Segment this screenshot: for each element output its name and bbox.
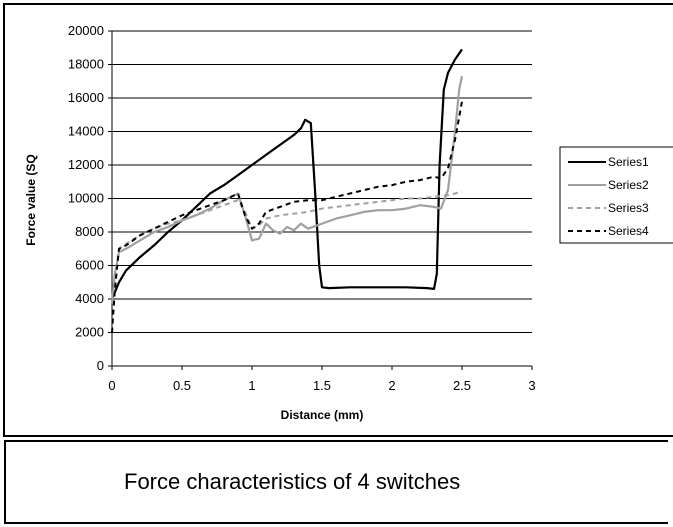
- x-tick-label: 2: [388, 378, 395, 393]
- y-tick-label: 8000: [75, 224, 104, 239]
- x-tick-label: 3: [528, 378, 535, 393]
- series-line-3: [111, 190, 463, 305]
- caption-box: Force characteristics of 4 switches: [4, 440, 668, 524]
- x-tick-label: 1.5: [313, 378, 331, 393]
- y-tick-label: 0: [97, 358, 104, 373]
- y-tick-label: 4000: [75, 291, 104, 306]
- x-tick-labels: 0 0.5 1 1.5 2 2.5 3: [108, 366, 536, 393]
- y-tick-label: 20000: [68, 23, 104, 38]
- y-tick-label: 12000: [68, 157, 104, 172]
- legend-label-1: Series1: [608, 155, 649, 169]
- legend-label-2: Series2: [608, 178, 649, 192]
- grid-lines: [112, 30, 532, 333]
- line-chart: 0 2000 4000 6000 8000 10000 12000 14000 16000 180…: [3, 3, 673, 437]
- x-tick-label: 0: [108, 378, 115, 393]
- series-lines: [110, 48, 464, 333]
- legend-label-3: Series3: [608, 201, 649, 215]
- y-tick-label: 18000: [68, 57, 104, 72]
- legend-label-4: Series4: [608, 224, 649, 238]
- y-tick-label: 16000: [68, 90, 104, 105]
- y-axis-title: Force value (SQ: [24, 154, 38, 245]
- x-tick-label: 1: [248, 378, 255, 393]
- y-tick-label: 2000: [75, 325, 104, 340]
- y-tick-labels: 0 2000 4000 6000 8000 10000 12000 14000 16000 180…: [68, 23, 112, 373]
- y-tick-label: 10000: [68, 191, 104, 206]
- x-tick-label: 0.5: [173, 378, 191, 393]
- series-line-4: [111, 101, 463, 333]
- y-tick-label: 14000: [68, 124, 104, 139]
- x-axis-title: Distance (mm): [281, 408, 364, 422]
- y-tick-label: 6000: [75, 258, 104, 273]
- x-tick-label: 2.5: [453, 378, 471, 393]
- legend-items: Series1 Series2 Series3 Series4: [568, 155, 649, 238]
- series-line-1: [110, 48, 463, 300]
- series-line-2: [110, 75, 464, 303]
- chart-caption: Force characteristics of 4 switches: [124, 469, 461, 494]
- chart-frame: [3, 3, 673, 437]
- legend: Series1 Series2 Series3 Series4: [559, 146, 673, 244]
